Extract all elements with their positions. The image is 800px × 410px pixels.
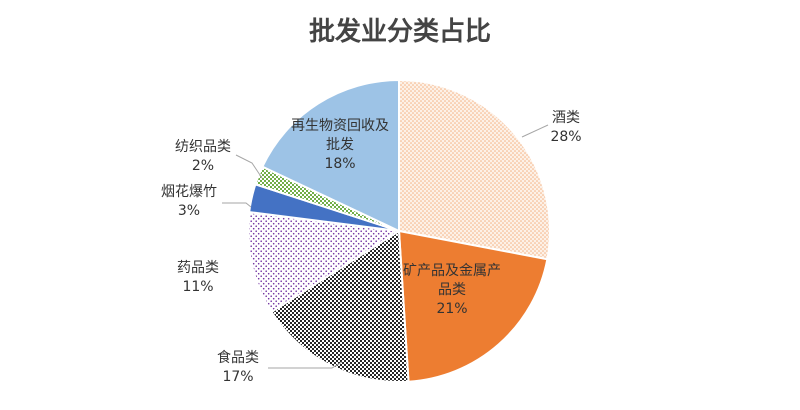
leader-line-5 [222,202,252,208]
slice-name-label-3: 食品类 [217,349,259,366]
leader-line-1 [521,124,549,138]
slice-name-label-5: 烟花爆竹 [161,184,217,200]
slice-name-label-4: 药品类 [177,260,219,276]
pie-slices [247,78,551,383]
chart-title: 批发业分类占比 [309,16,491,47]
slice-percent-label-7: 18% [324,156,355,172]
pie-slice-1 [398,78,551,261]
slice-percent-label-1: 28% [550,129,581,145]
slice-name-label-6: 纺织品类 [175,139,231,155]
slice-percent-label-3: 17% [222,369,253,385]
label-leaders [222,124,549,369]
slice-name-label-2: 品类 [438,282,466,298]
pie-slice-3 [270,229,410,383]
pie-slice-7 [261,78,400,233]
slice-percent-label-2: 21% [436,301,467,317]
leader-line-3 [268,361,343,369]
slice-percent-label-6: 2% [192,158,214,174]
slice-percent-label-4: 11% [182,279,213,295]
slice-percent-label-5: 3% [178,203,200,219]
pie-slice-4 [247,210,402,314]
pie-slice-2 [397,229,549,383]
slice-name-label-7: 再生物资回收及 [291,118,389,134]
slice-name-label-7: 批发 [326,137,354,153]
slice-name-label-2: 矿产品及金属产 [403,263,501,279]
slice-name-label-1: 酒类 [552,110,580,126]
leader-line-6 [235,154,263,179]
